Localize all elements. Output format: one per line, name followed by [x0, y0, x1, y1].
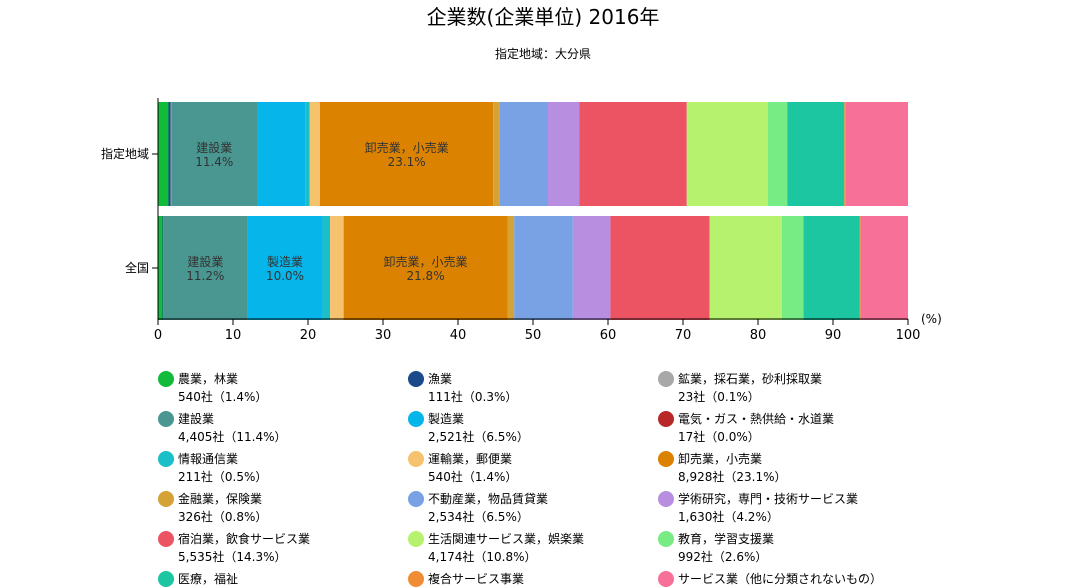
bar-segment — [859, 216, 861, 320]
chart-title: 企業数(企業単位) 2016年 — [426, 5, 660, 29]
bar-label-name: 卸売業，小売業 — [384, 254, 468, 269]
bar-labels-layer: 建設業11.4%卸売業，小売業23.1%建設業11.2%製造業10.0%卸売業，… — [186, 140, 467, 283]
bar-segment — [709, 216, 782, 320]
bar-segment — [781, 216, 804, 320]
x-tick-label: 60 — [600, 328, 617, 343]
x-tick-label: 90 — [825, 328, 842, 343]
bar-label-name: 卸売業，小売業 — [365, 140, 449, 155]
bar-segment — [343, 216, 508, 320]
bar-segment — [548, 102, 580, 206]
bar-segment — [158, 216, 163, 320]
bar-segment — [257, 102, 306, 206]
bar-segment — [572, 216, 611, 320]
bar-segment — [787, 102, 845, 206]
bar-segment — [845, 102, 908, 206]
bar-segment — [320, 102, 494, 206]
bar-label-value: 23.1% — [388, 155, 426, 169]
x-tick-label: 70 — [675, 328, 692, 343]
bar-segment — [610, 216, 710, 320]
bar-segment — [767, 102, 788, 206]
x-tick-label: 100 — [896, 328, 921, 343]
bars-layer — [158, 102, 908, 320]
x-unit-label: (%) — [921, 312, 942, 326]
bar-segment — [493, 102, 500, 206]
x-tick-label: 20 — [300, 328, 317, 343]
bar-label-value: 11.4% — [195, 155, 233, 169]
bar-segment — [686, 102, 768, 206]
bar-segment — [803, 216, 860, 320]
bar-segment — [514, 216, 573, 320]
chart-subtitle: 指定地域：大分県 — [494, 47, 591, 61]
bar-segment — [844, 102, 846, 206]
bar-segment — [305, 102, 310, 206]
bar-segment — [158, 102, 169, 206]
x-tick-label: 50 — [525, 328, 542, 343]
x-axis: 0 10 20 30 40 50 60 70 80 90 100(%) — [154, 312, 942, 343]
bar-segment — [162, 216, 164, 320]
bar-label-value: 11.2% — [186, 269, 224, 283]
bar-segment — [330, 216, 344, 320]
bar-segment — [579, 102, 687, 206]
bar-segment — [860, 216, 908, 320]
x-tick-label: 0 — [154, 328, 162, 343]
bar-label-value: 10.0% — [266, 269, 304, 283]
bar-segment — [309, 102, 320, 206]
category-label: 全国 — [125, 260, 149, 275]
bar-segment — [168, 102, 171, 206]
bar-segment — [499, 102, 548, 206]
category-label: 指定地域 — [101, 146, 149, 161]
bar-segment — [171, 102, 257, 206]
bar-label-name: 建設業 — [187, 254, 223, 269]
x-tick-label: 10 — [225, 328, 242, 343]
x-tick-label: 30 — [375, 328, 392, 343]
bar-segment — [507, 216, 515, 320]
bar-label-value: 21.8% — [406, 269, 444, 283]
x-tick-label: 40 — [450, 328, 467, 343]
bar-segment — [163, 216, 248, 320]
x-tick-label: 80 — [750, 328, 767, 343]
bar-segment — [170, 102, 172, 206]
bar-label-name: 建設業 — [196, 140, 232, 155]
bar-label-name: 製造業 — [267, 255, 303, 269]
bar-segment — [322, 216, 331, 320]
bar-segment — [247, 216, 323, 320]
